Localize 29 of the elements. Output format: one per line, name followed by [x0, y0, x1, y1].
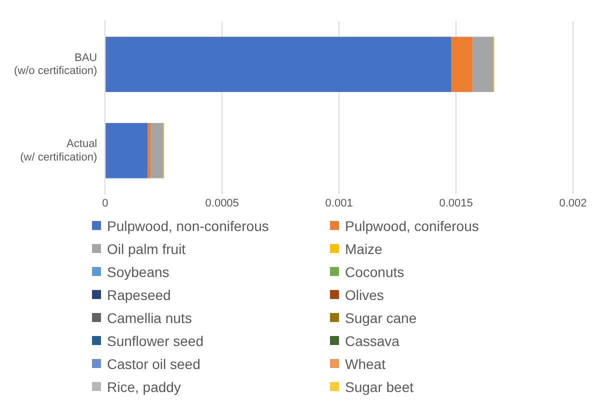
legend-label: Olives [345, 286, 384, 302]
legend-label: Castor oil seed [107, 356, 200, 372]
legend-label: Sunflower seed [107, 332, 204, 348]
legend-label: Sugar beet [345, 378, 414, 394]
legend-label: Cassava [345, 332, 400, 348]
x-tick-label: 0 [102, 197, 108, 210]
bar [451, 36, 472, 92]
y-tick-label: BAU (w/o certification) [14, 52, 98, 77]
bar [150, 123, 164, 178]
x-tick-label: 0.002 [559, 197, 587, 210]
legend-label: Pulpwood, non-coniferous [107, 218, 269, 234]
legend-label: Pulpwood, coniferous [345, 218, 479, 234]
legend-label: Rice, paddy [107, 378, 181, 394]
bar [148, 123, 151, 178]
x-tick-label: 0.0015 [439, 197, 473, 210]
legend-label: Coconuts [345, 264, 404, 280]
bar [106, 36, 452, 92]
legend-label: Maize [345, 240, 382, 256]
legend-label: Rapeseed [107, 286, 171, 302]
legend-label: Oil palm fruit [107, 240, 186, 256]
bar [106, 123, 148, 178]
x-tick-label: 0.0005 [205, 197, 239, 210]
legend-label: Sugar cane [345, 310, 417, 326]
legend-label: Soybeans [107, 264, 170, 280]
bar [472, 36, 494, 92]
x-tick-label: 0.001 [325, 197, 353, 210]
legend-label: Camellia nuts [107, 310, 192, 326]
y-tick-label: Actual (w/ certification) [20, 138, 98, 164]
legend-label: Wheat [345, 356, 386, 372]
